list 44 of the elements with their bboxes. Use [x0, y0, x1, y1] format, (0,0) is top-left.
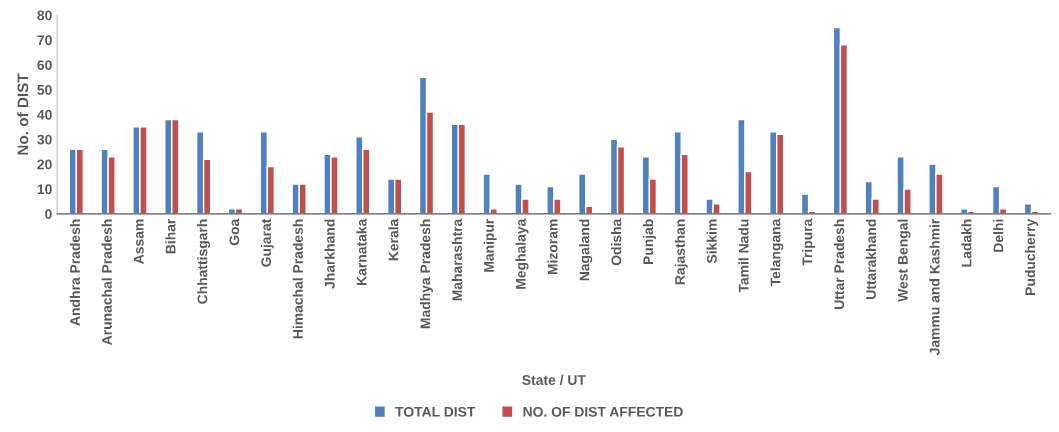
x-tick-label: Kerala: [388, 218, 399, 261]
x-tick-label: Chhattisgarh: [197, 219, 211, 304]
y-tick-label: 80: [37, 10, 52, 21]
y-tick-label: 20: [37, 159, 52, 170]
x-tick-label: Andhra Pradesh: [69, 219, 81, 326]
x-tick-label: Uttar Pradesh: [833, 219, 845, 309]
x-tick-label: Tripura: [802, 218, 816, 266]
x-tick-label: Punjab: [642, 219, 656, 265]
x-tick-label: Puducherry: [1024, 218, 1038, 295]
x-tick-label: Meghalaya: [515, 218, 529, 289]
x-axis-title: State / UT: [522, 374, 586, 386]
x-tick-label: Arunachal Pradesh: [101, 219, 112, 345]
x-tick-label: Goa: [229, 218, 240, 246]
x-tick-label: Madhya Pradesh: [420, 219, 433, 329]
x-tick-label: Himachal Pradesh: [292, 219, 303, 339]
x-tick-label: Assam: [134, 219, 144, 264]
y-tick-label: 70: [37, 35, 52, 46]
x-tick-label: Mizoram: [547, 219, 558, 275]
y-axis-title: No. of DIST: [17, 73, 29, 155]
x-tick-label: Manipur: [483, 218, 497, 272]
x-tick-label: West Bengal: [897, 219, 911, 302]
x-tick-label: Odisha: [611, 218, 622, 266]
x-tick-label: Sikkim: [706, 219, 717, 264]
x-tick-label: Telangana: [770, 218, 784, 287]
x-tick-label: Jharkhand: [324, 219, 335, 289]
y-tick-label: 30: [37, 134, 52, 145]
y-tick-label: 0: [45, 209, 52, 220]
y-tick-label: 50: [37, 84, 52, 95]
legend-label: NO. OF DIST AFFECTED: [523, 406, 683, 417]
x-tick-label: Rajasthan: [674, 219, 688, 285]
x-tick-label: Delhi: [993, 219, 1004, 252]
legend-label: TOTAL DIST: [395, 406, 476, 417]
y-tick-label: 40: [37, 109, 52, 120]
x-tick-label: Jammu and Kashmir: [929, 218, 940, 356]
y-tick-label: 10: [37, 184, 52, 195]
x-tick-label: Karnataka: [356, 218, 367, 285]
x-tick-label: Ladakh: [961, 219, 972, 267]
x-tick-label: Uttarakhand: [865, 219, 876, 299]
x-tick-label: Bihar: [165, 218, 176, 254]
x-tick-label: Maharashtra: [451, 218, 463, 301]
x-tick-label: Nagaland: [579, 219, 593, 281]
x-tick-label: Gujarat: [260, 218, 274, 267]
x-tick-label: Tamil Nadu: [738, 219, 749, 293]
y-tick-label: 60: [37, 60, 52, 70]
